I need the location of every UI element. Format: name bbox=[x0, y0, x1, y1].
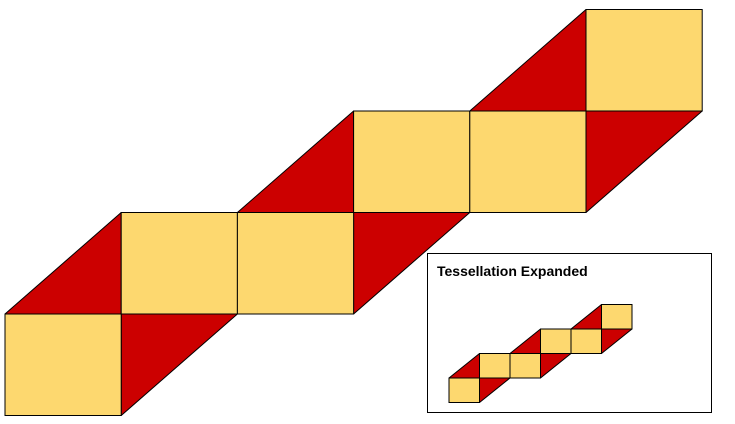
yellow-square bbox=[540, 328, 572, 354]
yellow-square bbox=[479, 353, 511, 379]
yellow-square bbox=[4, 313, 122, 416]
yellow-square bbox=[236, 212, 355, 315]
red-triangle bbox=[120, 313, 238, 416]
red-triangle bbox=[236, 110, 355, 213]
red-triangle bbox=[479, 377, 511, 403]
red-triangle bbox=[469, 9, 587, 112]
inset-frame: Tessellation Expanded bbox=[427, 253, 712, 413]
yellow-square bbox=[448, 377, 480, 403]
yellow-square bbox=[120, 212, 238, 315]
red-triangle bbox=[4, 212, 122, 315]
inset-tessellation bbox=[448, 304, 633, 403]
yellow-square bbox=[570, 328, 602, 354]
yellow-square bbox=[601, 304, 633, 330]
red-triangle bbox=[570, 304, 602, 330]
red-triangle bbox=[509, 328, 541, 354]
yellow-square bbox=[469, 110, 587, 213]
red-triangle bbox=[540, 353, 572, 379]
red-triangle bbox=[448, 353, 480, 379]
inset-title: Tessellation Expanded bbox=[437, 263, 588, 279]
yellow-square bbox=[509, 353, 541, 379]
red-triangle bbox=[585, 110, 703, 213]
red-triangle bbox=[601, 328, 633, 354]
yellow-square bbox=[585, 9, 703, 112]
yellow-square bbox=[353, 110, 471, 213]
